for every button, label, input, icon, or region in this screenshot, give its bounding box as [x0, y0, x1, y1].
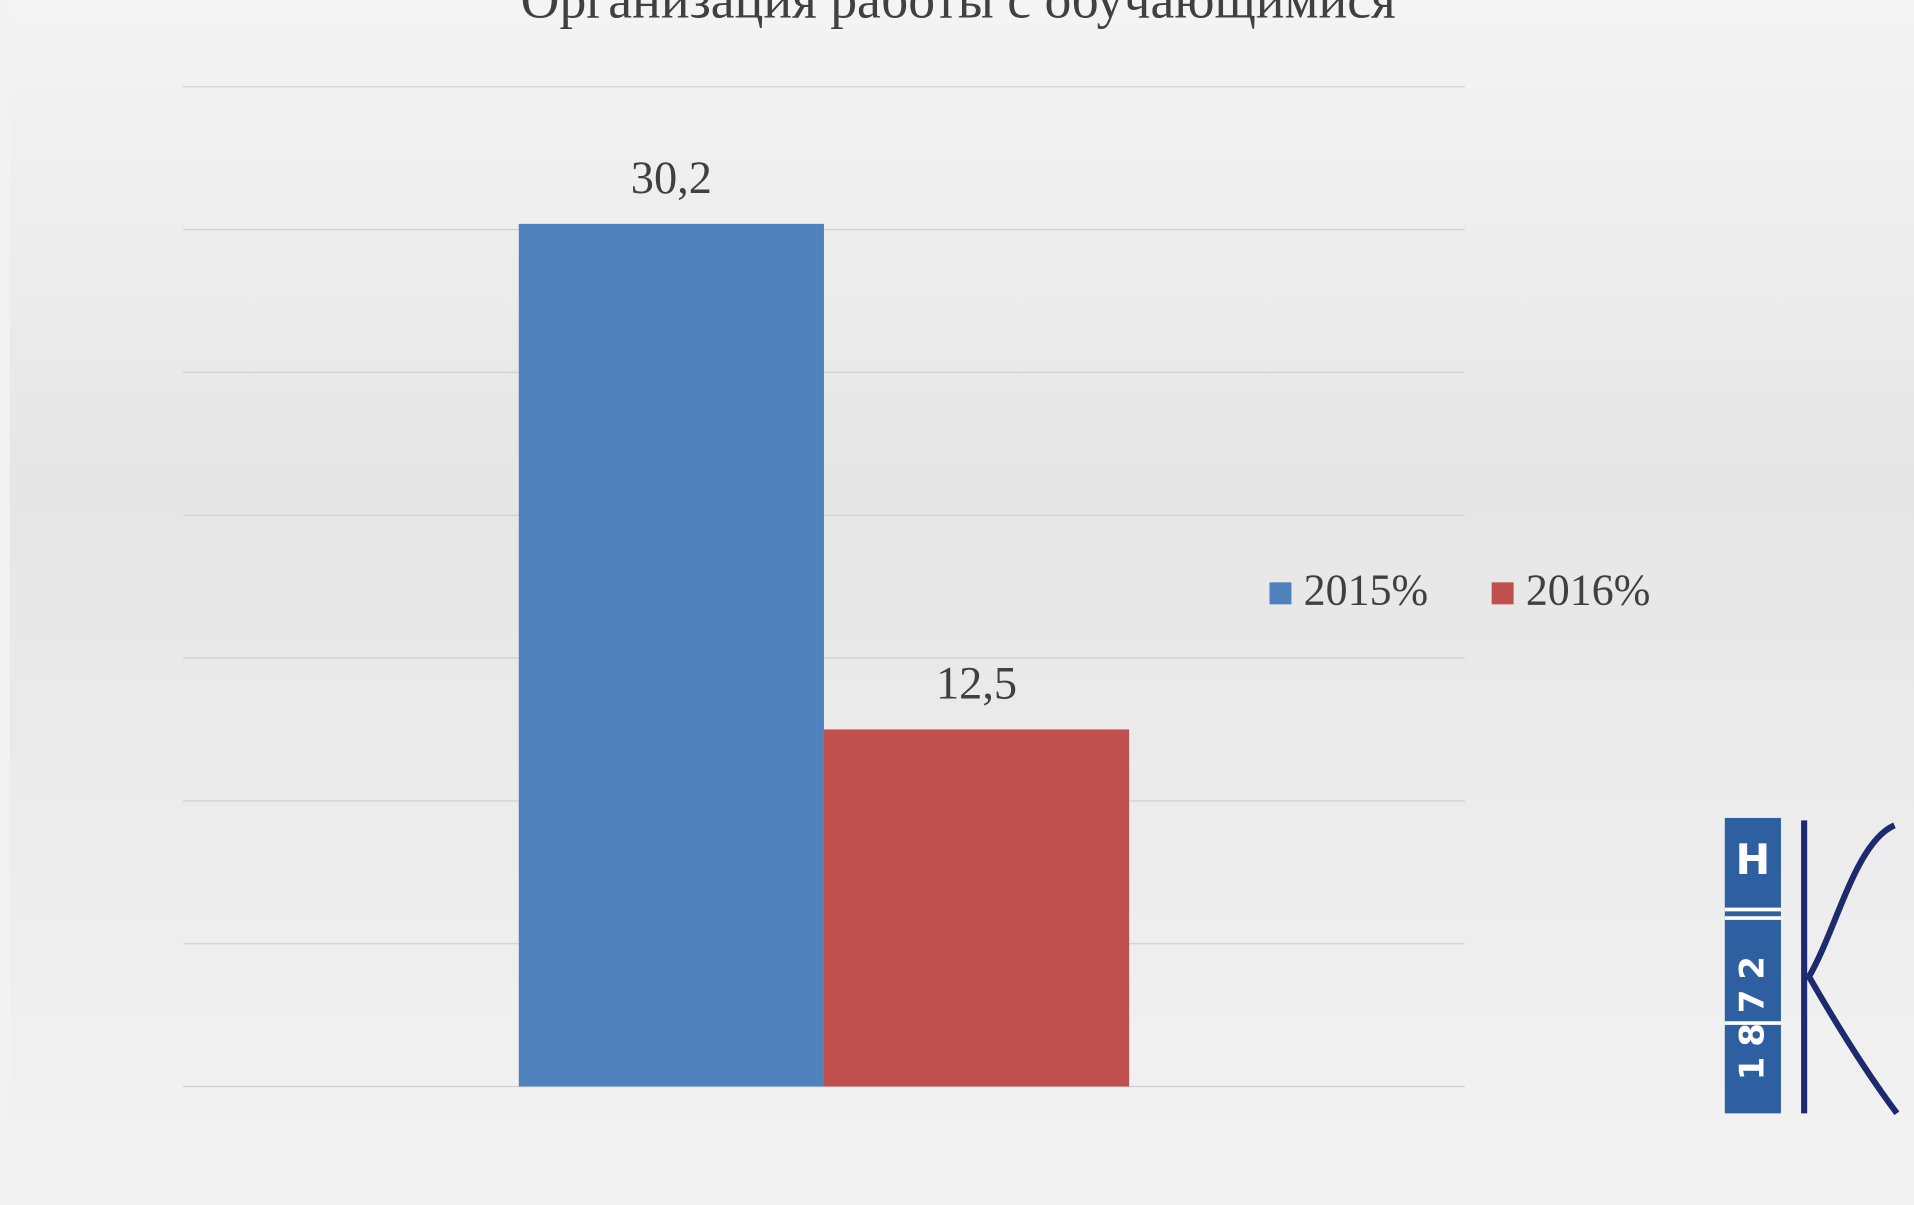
logo-k [1801, 820, 1900, 1116]
data-label: 12,5 [936, 659, 1017, 710]
legend-label: 2015% [1304, 566, 1428, 615]
plot: 30,2 12,5 2015% 2016% [183, 86, 1650, 1088]
legend-label: 2016% [1526, 566, 1650, 615]
logo-year: 1872 [1733, 946, 1773, 1080]
chart-title: Организация работы с обучающимися [521, 0, 1396, 29]
data-label: 30,2 [631, 153, 712, 204]
legend-swatch [1269, 582, 1292, 605]
logo-block [1724, 817, 1781, 1114]
logo: Н 1872 [1724, 817, 1900, 1116]
legend-swatch [1491, 582, 1514, 605]
logo-letter: Н [1736, 835, 1771, 884]
bar [823, 729, 1130, 1087]
bar [518, 223, 824, 1087]
